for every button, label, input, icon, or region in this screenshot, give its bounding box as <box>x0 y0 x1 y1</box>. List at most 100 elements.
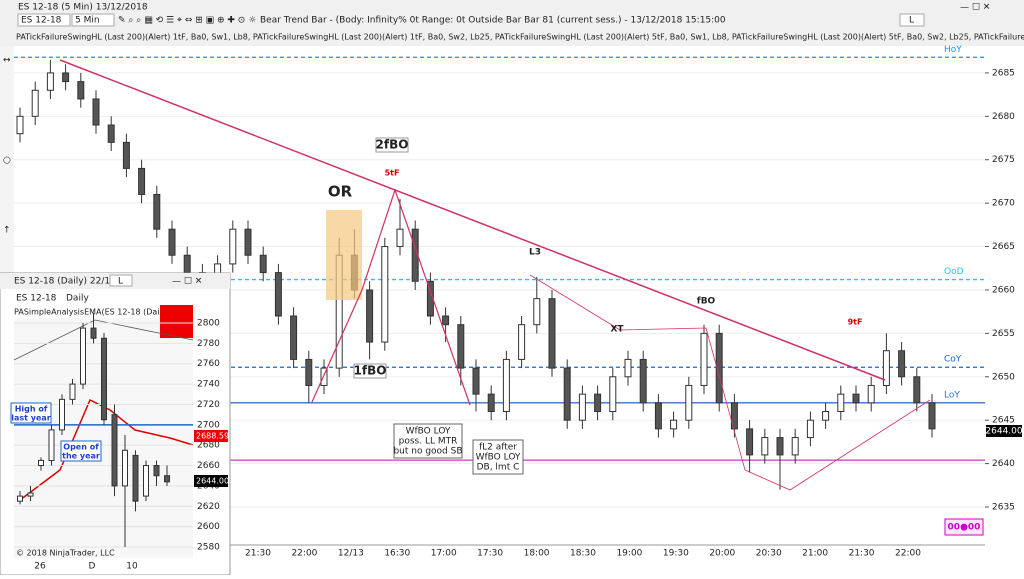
level-label: OoD <box>944 267 964 277</box>
candle-body <box>59 398 65 431</box>
x-tick-label: 21:30 <box>245 549 271 559</box>
candle-body <box>143 465 149 497</box>
annotation: fBO <box>697 297 716 307</box>
note: the year <box>62 452 100 461</box>
candle-body <box>153 193 161 230</box>
y-tick-label: 2780 <box>197 339 220 349</box>
tool-icons[interactable]: ↑ <box>3 226 11 236</box>
price-box <box>194 475 228 487</box>
x-tick-label: 17:00 <box>431 549 457 559</box>
tool-icons[interactable]: ○ <box>3 156 11 166</box>
candle-body <box>746 428 754 456</box>
l-button[interactable] <box>899 13 925 27</box>
candle-body <box>594 393 602 413</box>
note-line: fL2 after <box>479 443 517 453</box>
candle-body <box>518 324 526 360</box>
candle-body <box>259 254 267 274</box>
inset-trend-line <box>13 319 194 361</box>
note-line: WfBO LOY <box>476 453 521 463</box>
interval-select[interactable] <box>71 13 115 27</box>
l-button-label: L <box>118 277 123 287</box>
annotation: 2fBO <box>376 138 409 152</box>
x-tick-label: 20:30 <box>756 549 782 559</box>
note-line: poss. LL MTR <box>399 437 458 447</box>
toolbar-icons[interactable]: ✎ ⌕ ⌕ ▦ ⟲ ☰ ⌖ ⇔ ⊞ ▣ ⊕ ✚ ⊙ ☼ <box>118 16 256 26</box>
x-tick-label: 12/13 <box>338 549 364 559</box>
candle-body <box>913 376 921 404</box>
price-box <box>194 430 228 442</box>
y-tick-label: 2660 <box>992 285 1015 295</box>
window-chrome <box>0 0 1024 46</box>
candle-body <box>670 419 678 430</box>
y-tick-label: 2680 <box>197 441 220 451</box>
candle-body <box>867 384 875 404</box>
inset-red-block <box>160 305 193 338</box>
x-tick-label: 18:00 <box>524 549 550 559</box>
annotation: OR <box>328 183 353 201</box>
candle-body <box>16 115 24 135</box>
opening-range <box>326 210 362 300</box>
candle-body <box>164 475 170 483</box>
inset-title: ES 12-18 (Daily) 22/11/20 <box>14 277 131 287</box>
candle-body <box>305 358 313 386</box>
y-tick-label: 2580 <box>197 543 220 553</box>
window-controls[interactable]: — ☐ ✕ <box>960 3 990 13</box>
note-box <box>60 440 102 462</box>
candle-body <box>563 367 571 421</box>
last-price-box <box>986 425 1022 437</box>
trend-line <box>59 59 886 381</box>
last-price: 2644.00 <box>985 427 1022 437</box>
inset-interval: Daily <box>66 294 89 304</box>
candle-body <box>730 402 738 430</box>
note: last year <box>11 414 51 423</box>
annotation-box <box>353 363 387 379</box>
candle-body <box>274 272 282 317</box>
candle-body <box>138 167 146 195</box>
candle-body <box>132 454 139 502</box>
annotation: L3 <box>529 248 541 258</box>
note-box <box>472 439 524 475</box>
x-tick-label: 16:30 <box>384 549 410 559</box>
candle-body <box>17 495 23 502</box>
price-axis <box>985 46 1024 546</box>
candle-body <box>533 298 541 326</box>
candle-body <box>624 358 632 378</box>
candle-body <box>487 393 495 413</box>
l-button-label: L <box>909 16 914 26</box>
tool-icons[interactable]: ↔ <box>3 56 11 66</box>
candle-body <box>442 315 450 326</box>
candle-body <box>700 332 708 386</box>
y-tick-label: 2660 <box>197 461 220 471</box>
note-line: DB, lmt C <box>477 463 520 473</box>
candle-body <box>852 393 860 404</box>
annotation: 9tF <box>848 318 863 327</box>
candle-body <box>80 327 86 385</box>
candle-body <box>92 98 100 126</box>
instrument: ES 12-18 <box>21 16 62 26</box>
counter: 00●00 <box>948 523 981 533</box>
y-tick-label: 2600 <box>197 522 220 532</box>
y-tick-label: 2675 <box>992 155 1015 165</box>
candle-body <box>609 376 617 413</box>
window-title: ES 12-18 (5 Min) 13/12/2018 <box>18 3 148 13</box>
annotation: 1fBO <box>354 364 387 378</box>
l-button[interactable] <box>109 274 133 287</box>
indicator-list: PATickFailureSwingHL (Last 200)(Alert) 1… <box>16 33 1024 42</box>
inset-controls[interactable]: — ☐ ✕ <box>172 277 202 287</box>
candle-body <box>48 429 55 461</box>
candle-body <box>548 298 556 369</box>
note: High of <box>15 405 48 414</box>
price-label: 2644.00 <box>196 477 229 486</box>
instrument-select[interactable] <box>17 13 71 27</box>
x-tick-label: 22:00 <box>291 549 317 559</box>
candle-body <box>457 324 465 369</box>
x-tick-label: 17:30 <box>477 549 503 559</box>
candle-body <box>806 419 814 439</box>
price-label: 2688.59 <box>196 432 229 441</box>
candle-body <box>153 465 160 477</box>
candle-body <box>38 459 44 467</box>
candle-body <box>639 358 647 404</box>
candle-body <box>472 367 480 395</box>
daily-window: ES 12-18 (Daily) 22/11/20 L — ☐ ✕ ES 12-… <box>0 272 231 576</box>
